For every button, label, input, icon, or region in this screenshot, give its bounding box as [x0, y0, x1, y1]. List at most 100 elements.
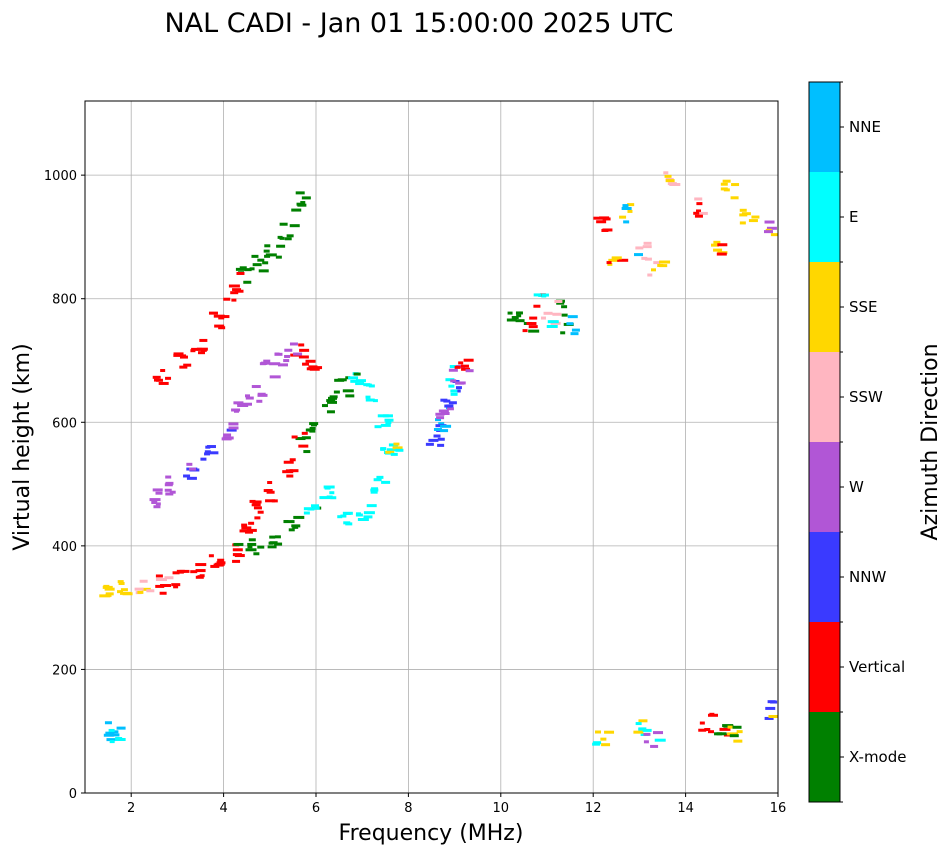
- echo-mark: [200, 457, 207, 461]
- echo-mark: [440, 429, 449, 433]
- echo-mark: [293, 352, 303, 356]
- echo-mark: [265, 253, 277, 257]
- echo-mark: [239, 266, 247, 270]
- echo-mark: [619, 215, 627, 219]
- echo-mark: [458, 361, 464, 365]
- echo-mark: [342, 511, 353, 515]
- echo-mark: [236, 271, 245, 275]
- echo-mark: [733, 739, 743, 743]
- colorbar-segment-ssw: [809, 352, 840, 442]
- echo-mark: [321, 404, 328, 408]
- echo-mark: [109, 740, 115, 744]
- echo-mark: [554, 300, 563, 304]
- x-tick-label: 10: [493, 801, 510, 816]
- echo-mark: [267, 545, 277, 549]
- echo-mark: [330, 496, 337, 500]
- echo-mark: [172, 571, 180, 575]
- echo-mark: [204, 452, 211, 456]
- echo-mark: [183, 363, 192, 367]
- x-tick-label: 12: [585, 801, 602, 816]
- echo-mark: [269, 535, 276, 539]
- echo-mark: [342, 389, 354, 393]
- colorbar-tick-label: NNW: [849, 568, 886, 586]
- echo-mark: [288, 528, 295, 532]
- echo-mark: [279, 222, 288, 226]
- echo-mark: [713, 248, 723, 252]
- echo-mark: [118, 581, 125, 585]
- trace-2: [149, 342, 323, 509]
- echo-mark: [173, 353, 182, 357]
- echo-mark: [312, 506, 320, 510]
- echo-mark: [638, 719, 648, 723]
- echo-mark: [567, 315, 578, 319]
- echo-mark: [209, 451, 219, 455]
- echo-mark: [160, 369, 166, 373]
- echo-mark: [319, 496, 331, 500]
- echo-mark: [353, 372, 361, 376]
- echo-mark: [448, 401, 457, 405]
- echo-mark: [300, 201, 306, 205]
- echo-mark: [732, 725, 742, 729]
- echo-mark: [643, 241, 652, 245]
- echo-mark: [245, 548, 257, 552]
- echo-mark: [186, 462, 193, 466]
- colorbar-segment-nnw: [809, 532, 840, 622]
- y-tick-label: 400: [52, 540, 77, 555]
- echo-mark: [221, 437, 232, 441]
- echo-mark: [179, 365, 188, 369]
- echo-mark: [374, 425, 382, 429]
- x-tick-label: 2: [127, 801, 135, 816]
- echo-mark: [450, 392, 458, 396]
- echo-mark: [165, 475, 172, 479]
- echo-mark: [263, 249, 270, 253]
- echo-mark: [390, 452, 398, 456]
- echo-mark: [302, 362, 310, 366]
- echo-mark: [437, 443, 445, 447]
- echo-mark: [208, 554, 214, 558]
- echo-mark: [647, 273, 653, 277]
- echo-mark: [232, 548, 243, 552]
- echo-mark: [435, 418, 442, 422]
- colorbar-segment-sse: [809, 262, 840, 352]
- echo-mark: [303, 511, 310, 515]
- echo-mark: [188, 467, 196, 471]
- echo-mark: [217, 558, 225, 562]
- echo-mark: [164, 483, 173, 487]
- echo-mark: [528, 329, 540, 333]
- echo-mark: [296, 202, 305, 206]
- echo-mark: [730, 196, 739, 200]
- echo-mark: [606, 261, 612, 265]
- echo-mark: [108, 728, 115, 732]
- echo-mark: [289, 458, 296, 462]
- echo-mark: [445, 378, 455, 382]
- echo-mark: [232, 559, 241, 563]
- echo-mark: [282, 470, 294, 474]
- x-axis-ticks: 2 4 6 8 10 12 14 16: [127, 793, 786, 816]
- echo-mark: [153, 378, 159, 382]
- colorbar-tick-label: SSW: [849, 388, 883, 406]
- y-axis-ticks: 0 200 400 600 800 1000: [44, 169, 85, 802]
- echo-mark: [228, 422, 239, 426]
- echo-mark: [233, 542, 244, 546]
- echo-mark: [277, 235, 283, 239]
- echo-mark: [446, 407, 454, 411]
- trace-5: [506, 293, 580, 336]
- trace-0: [99, 443, 398, 598]
- echo-mark: [263, 489, 273, 493]
- echo-mark: [218, 316, 225, 320]
- echo-mark: [117, 590, 124, 594]
- echo-mark: [151, 500, 158, 504]
- echo-mark: [247, 542, 257, 546]
- echo-mark: [256, 399, 263, 403]
- echo-mark: [440, 398, 448, 402]
- echo-mark: [594, 730, 601, 734]
- echo-mark: [425, 442, 434, 446]
- echo-mark: [593, 741, 602, 745]
- x-tick-label: 16: [770, 801, 787, 816]
- echo-mark: [289, 469, 299, 473]
- echo-mark: [269, 375, 281, 379]
- echo-mark: [134, 587, 144, 591]
- echo-mark: [460, 364, 469, 368]
- echo-mark: [283, 460, 294, 464]
- echo-mark: [698, 728, 707, 732]
